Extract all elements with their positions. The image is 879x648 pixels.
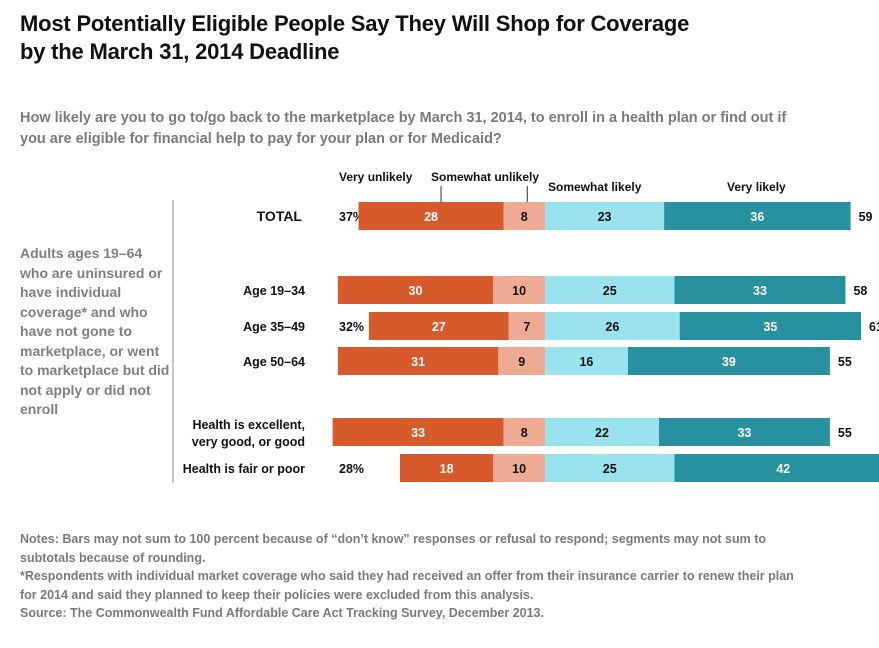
notes-line-4: for 2014 and said they planned to keep t… bbox=[20, 587, 534, 602]
legend-very-unlikely: Very unlikely bbox=[339, 170, 413, 184]
row-4-value-somewhat-unlikely: 8 bbox=[521, 426, 528, 440]
row-0-bar-somewhat-likely bbox=[545, 202, 665, 230]
row-3-bar-somewhat-likely bbox=[545, 347, 628, 375]
row-5-value-very-likely: 42 bbox=[776, 462, 790, 476]
row-0-value-somewhat-unlikely: 8 bbox=[521, 210, 528, 224]
row-2-unlikely-total: 32% bbox=[339, 320, 364, 334]
row-1-value-very-likely: 33 bbox=[753, 284, 767, 298]
diverging-bar-chart: Very unlikely Somewhat unlikely Somewhat l… bbox=[172, 170, 879, 483]
row-0-value-very-unlikely: 28 bbox=[424, 210, 438, 224]
chart-title: Most Potentially Eligible People Say The… bbox=[20, 10, 860, 66]
row-3-value-very-unlikely: 31 bbox=[411, 355, 425, 369]
notes-line-2: subtotals because of rounding. bbox=[20, 550, 206, 565]
row-0-bar-very-likely bbox=[664, 202, 851, 230]
notes-line-3: *Respondents with individual market cove… bbox=[20, 569, 794, 583]
legend-very-likely: Very likely bbox=[727, 180, 786, 194]
row-5-unlikely-total: 28% bbox=[339, 462, 364, 476]
row-4-label-line-1: Health is excellent, bbox=[192, 418, 305, 432]
row-0-value-somewhat-likely: 23 bbox=[598, 210, 612, 224]
row-3-bar-very-likely bbox=[627, 347, 830, 375]
row-1-bar-somewhat-likely bbox=[545, 276, 675, 304]
row-2-label: Age 35–49 bbox=[243, 320, 305, 334]
row-2-value-somewhat-unlikely: 7 bbox=[523, 320, 530, 334]
row-5-bar-somewhat-unlikely bbox=[493, 454, 545, 482]
row-3-value-very-likely: 39 bbox=[722, 355, 736, 369]
row-2-bar-very-unlikely bbox=[368, 312, 509, 340]
chart-title-line-1: Most Potentially Eligible People Say The… bbox=[20, 11, 690, 36]
row-0-value-very-likely: 36 bbox=[750, 210, 764, 224]
row-5-value-somewhat-likely: 25 bbox=[603, 462, 617, 476]
row-4-value-very-unlikely: 33 bbox=[411, 426, 425, 440]
legend-somewhat-unlikely: Somewhat unlikely bbox=[431, 170, 539, 184]
row-1-value-very-unlikely: 30 bbox=[409, 284, 423, 298]
row-4-bar-somewhat-likely bbox=[545, 418, 659, 446]
row-4-likely-total: 55 bbox=[838, 426, 852, 440]
row-3-bar-very-unlikely bbox=[337, 347, 499, 375]
row-1-value-somewhat-unlikely: 10 bbox=[512, 284, 526, 298]
row-4-value-very-likely: 33 bbox=[737, 426, 751, 440]
row-2-value-very-likely: 35 bbox=[763, 320, 777, 334]
survey-question: How likely are you to go to/go back to t… bbox=[20, 108, 860, 150]
chart-notes: Notes: Bars may not sum to 100 percent b… bbox=[20, 530, 865, 623]
row-5-bar-somewhat-likely bbox=[545, 454, 675, 482]
row-2-value-very-unlikely: 27 bbox=[432, 320, 446, 334]
row-5-value-very-unlikely: 18 bbox=[440, 462, 454, 476]
chart-title-line-2: by the March 31, 2014 Deadline bbox=[20, 39, 340, 64]
row-0-likely-total: 59 bbox=[859, 210, 873, 224]
row-5-label: Health is fair or poor bbox=[183, 462, 305, 476]
row-3-likely-total: 55 bbox=[838, 355, 852, 369]
row-5-value-somewhat-unlikely: 10 bbox=[512, 462, 526, 476]
survey-question-line-2: you are eligible for financial help to p… bbox=[20, 131, 502, 147]
row-4-bar-very-likely bbox=[658, 418, 830, 446]
row-3-value-somewhat-likely: 16 bbox=[579, 355, 593, 369]
notes-line-1: Notes: Bars may not sum to 100 percent b… bbox=[20, 532, 766, 546]
row-0-bar-very-unlikely bbox=[358, 202, 504, 230]
row-3-value-somewhat-unlikely: 9 bbox=[518, 355, 525, 369]
row-5-bar-very-unlikely bbox=[399, 454, 494, 482]
row-4-bar-somewhat-unlikely bbox=[503, 418, 545, 446]
row-3-label: Age 50–64 bbox=[243, 355, 305, 369]
row-4-value-somewhat-likely: 22 bbox=[595, 426, 609, 440]
population-description: Adults ages 19–64 who are uninsured or h… bbox=[20, 245, 170, 417]
row-1-bar-somewhat-unlikely bbox=[493, 276, 545, 304]
row-1-label: Age 19–34 bbox=[243, 284, 305, 298]
row-0-label: TOTAL bbox=[257, 208, 303, 224]
source-line: Source: The Commonwealth Fund Affordable… bbox=[20, 606, 544, 620]
row-1-likely-total: 58 bbox=[853, 284, 867, 298]
row-2-likely-total: 61 bbox=[869, 320, 879, 334]
row-2-bar-very-likely bbox=[679, 312, 861, 340]
row-1-bar-very-unlikely bbox=[337, 276, 494, 304]
row-0-unlikely-total: 37% bbox=[339, 210, 364, 224]
row-2-bar-somewhat-likely bbox=[545, 312, 680, 340]
row-4-bar-very-unlikely bbox=[332, 418, 504, 446]
row-5-bar-very-likely bbox=[674, 454, 879, 482]
row-2-bar-somewhat-unlikely bbox=[508, 312, 545, 340]
row-0-bar-somewhat-unlikely bbox=[503, 202, 545, 230]
row-3-bar-somewhat-unlikely bbox=[498, 347, 545, 375]
row-1-value-somewhat-likely: 25 bbox=[603, 284, 617, 298]
survey-question-line-1: How likely are you to go to/go back to t… bbox=[20, 110, 787, 126]
row-4-label-line-2: very good, or good bbox=[192, 435, 305, 449]
legend-somewhat-likely: Somewhat likely bbox=[548, 180, 642, 194]
row-1-bar-very-likely bbox=[674, 276, 846, 304]
row-2-value-somewhat-likely: 26 bbox=[605, 320, 619, 334]
